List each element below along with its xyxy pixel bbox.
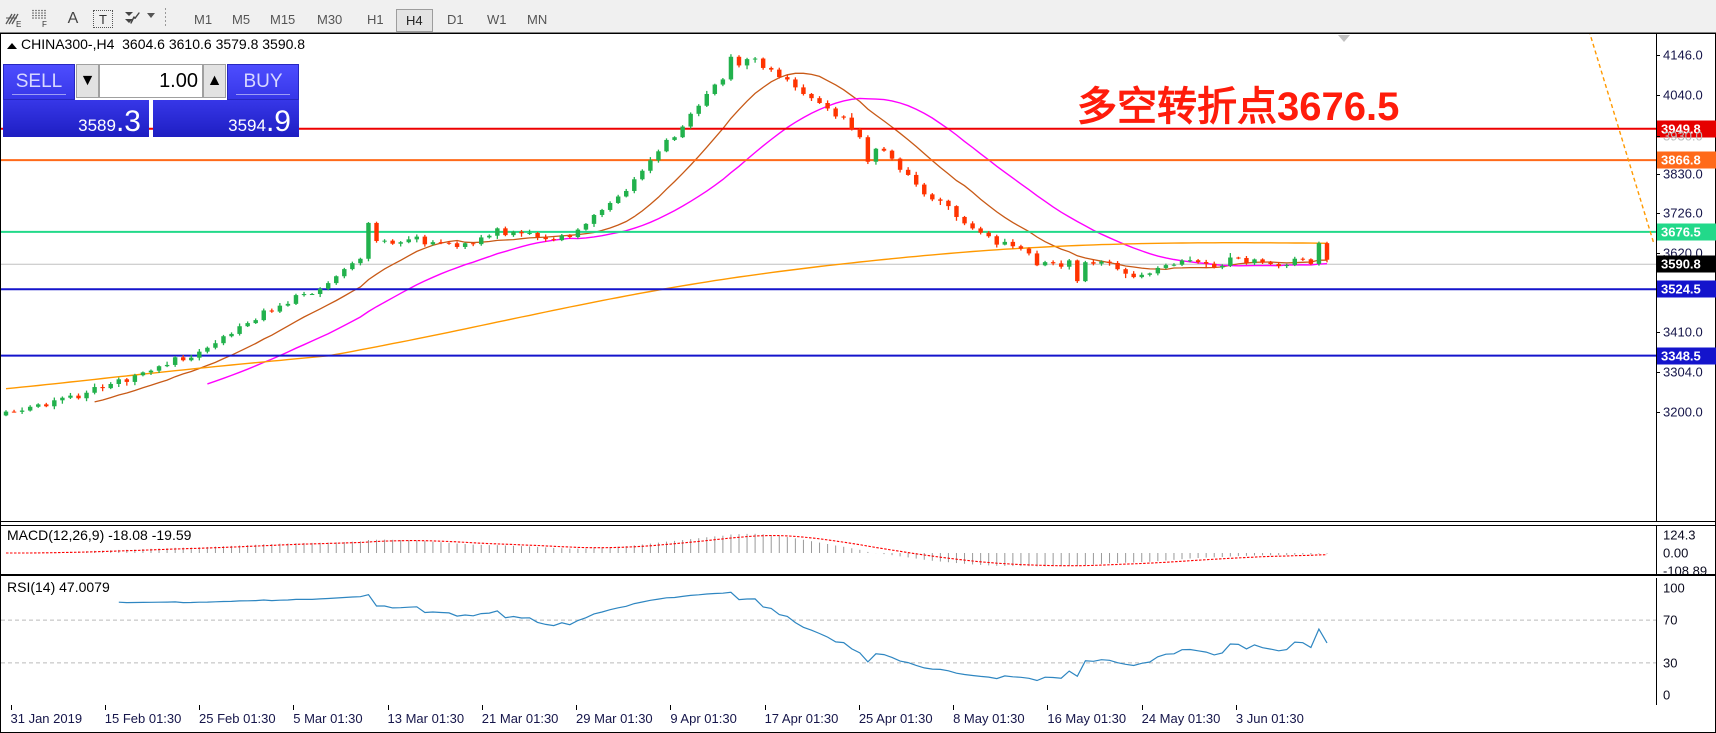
svg-text:F: F [42, 20, 47, 29]
svg-text:E: E [16, 20, 21, 29]
